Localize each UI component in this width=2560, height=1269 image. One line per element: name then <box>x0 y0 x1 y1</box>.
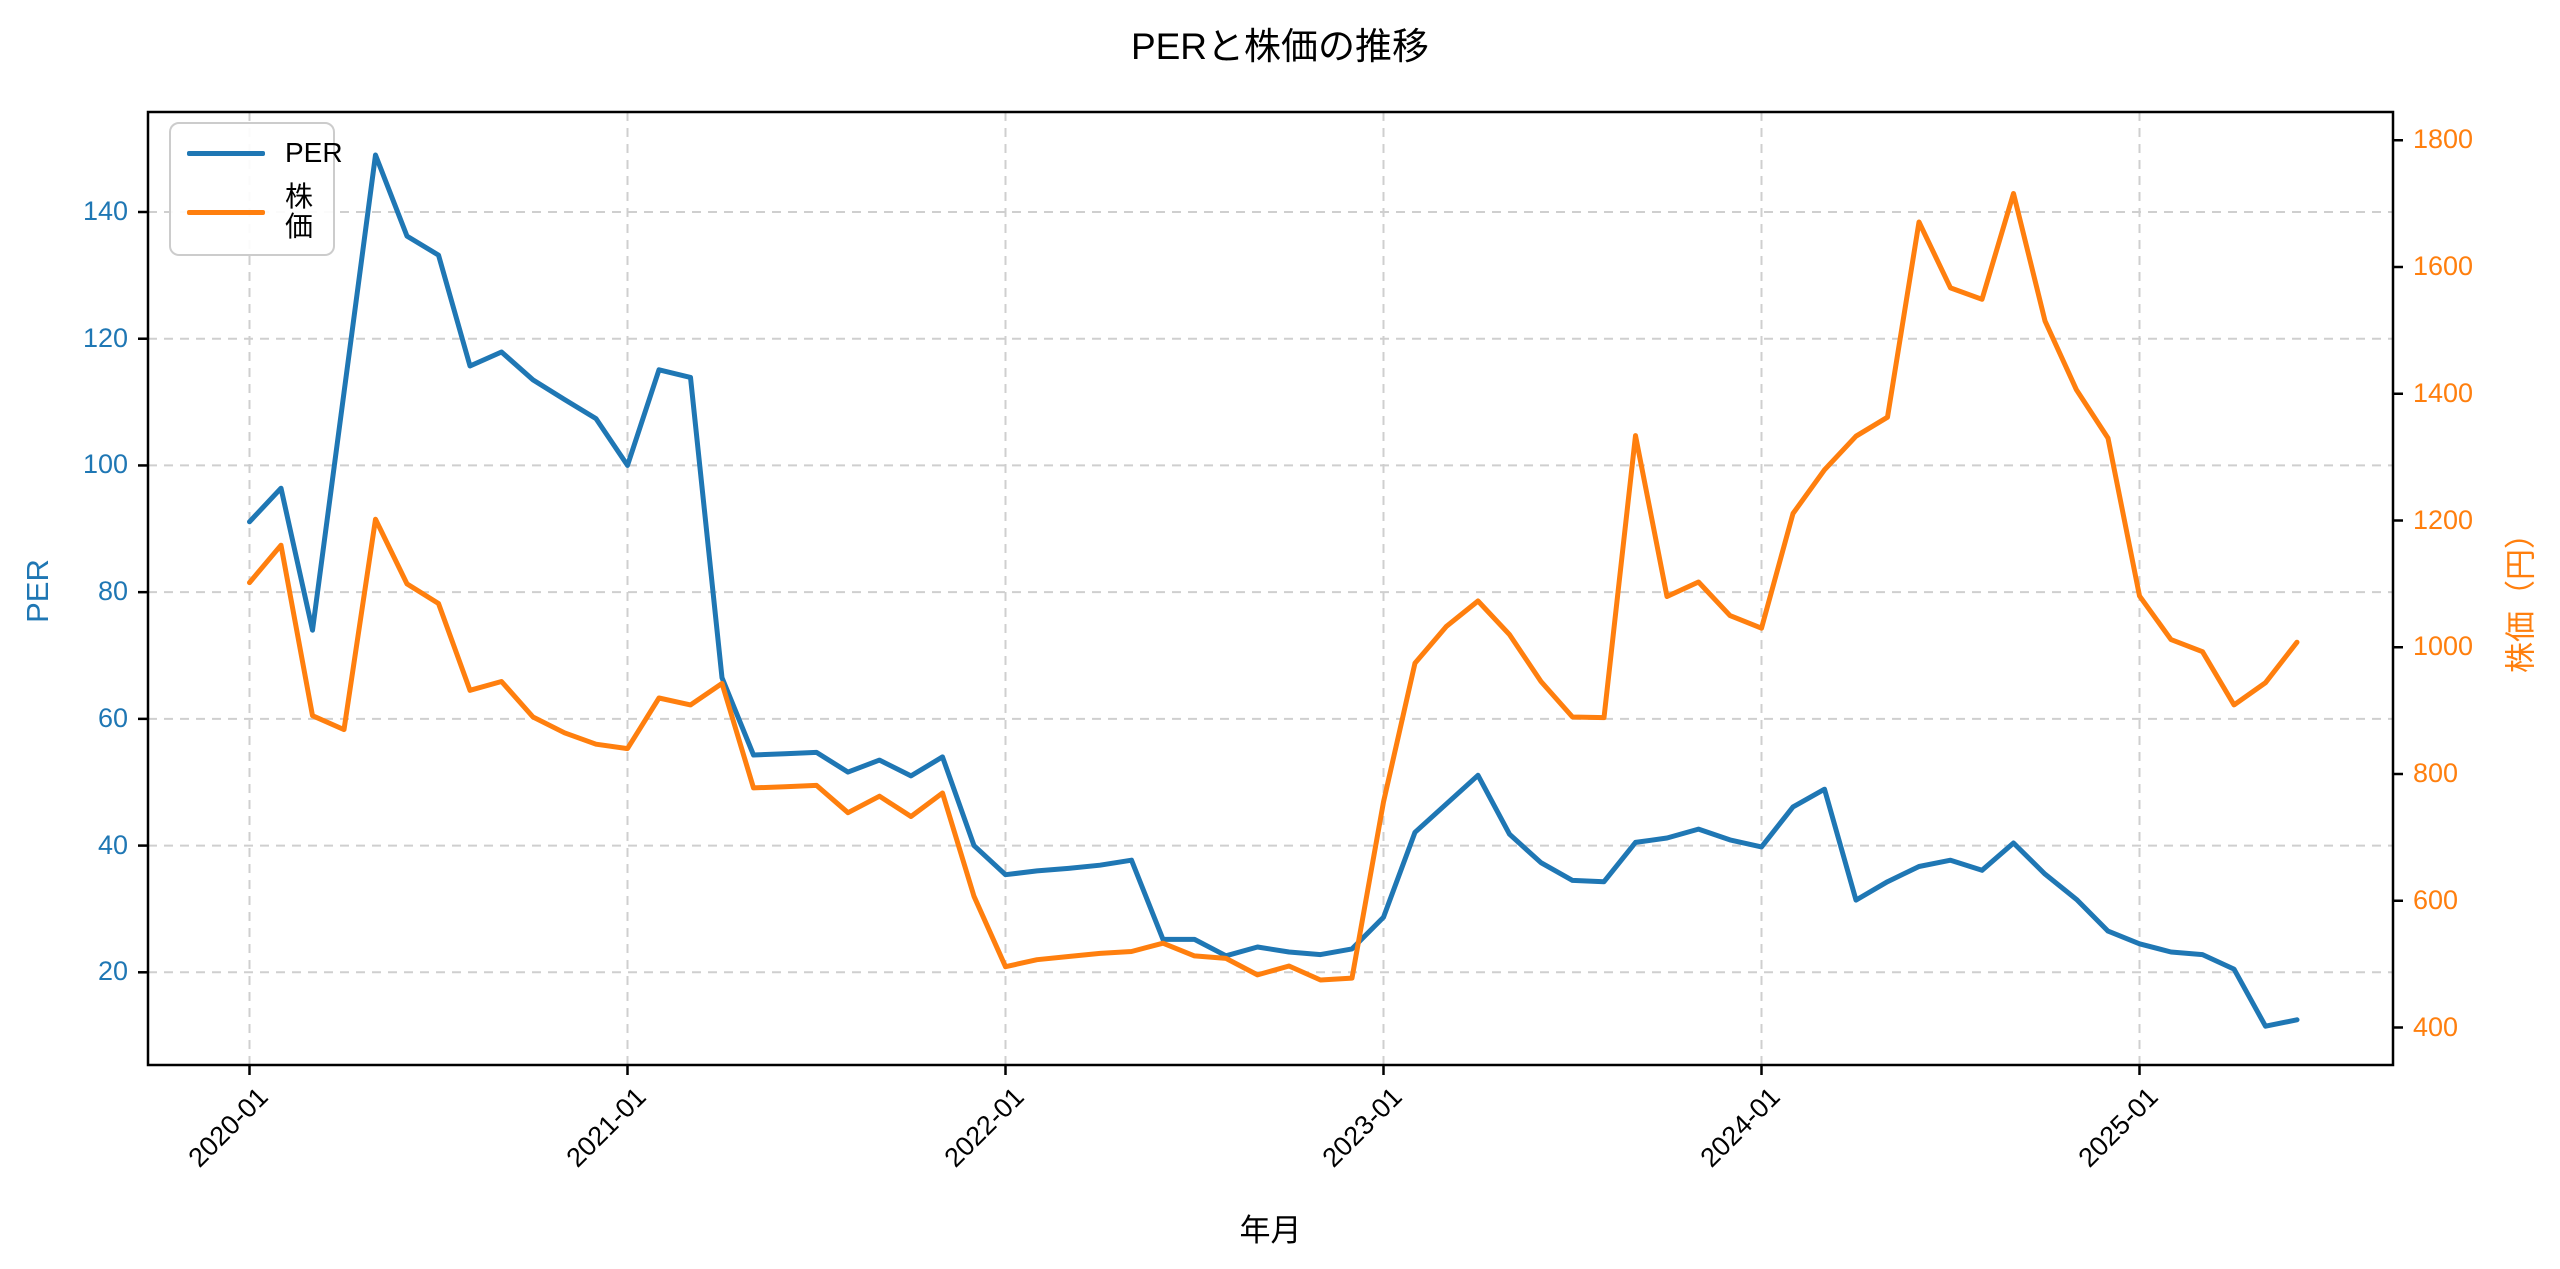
right-tick-label: 1000 <box>2413 631 2474 662</box>
legend: PER 株価 <box>169 122 343 256</box>
axes-frame <box>146 110 2395 1067</box>
left-tick-label: 20 <box>97 956 128 987</box>
right-tick-label: 1600 <box>2413 251 2474 281</box>
left-tick-label: 80 <box>97 576 128 607</box>
left-tick-label: 60 <box>97 702 128 733</box>
per-line-swatch <box>187 150 265 156</box>
series-line-PER <box>247 152 2300 1029</box>
right-tick-label: 1800 <box>2413 124 2474 155</box>
x-axis-label: 年月 <box>1239 1213 1302 1248</box>
right-tick-label: 800 <box>2413 758 2459 788</box>
left-tick-label: 40 <box>97 829 128 860</box>
series-line-株価 <box>247 191 2300 983</box>
right-tick-label: 400 <box>2413 1011 2459 1042</box>
right-y-axis-label: 株価（円） <box>2503 518 2539 673</box>
right-tick-label: 1400 <box>2413 377 2474 408</box>
kabuka-line-swatch <box>187 209 265 215</box>
right-tick-label: 1200 <box>2413 504 2474 535</box>
left-tick-label: 140 <box>82 196 128 226</box>
left-tick-label: 100 <box>82 449 128 480</box>
legend-item-kabuka: 株価 <box>187 182 315 242</box>
legend-item-per: PER <box>187 138 343 168</box>
legend-label-kabuka: 株価 <box>285 181 314 242</box>
chart-title: PERと株価の推移 <box>1130 26 1430 67</box>
left-tick-label: 120 <box>82 322 128 353</box>
legend-label-per: PER <box>285 137 343 168</box>
right-tick-label: 600 <box>2413 884 2459 915</box>
